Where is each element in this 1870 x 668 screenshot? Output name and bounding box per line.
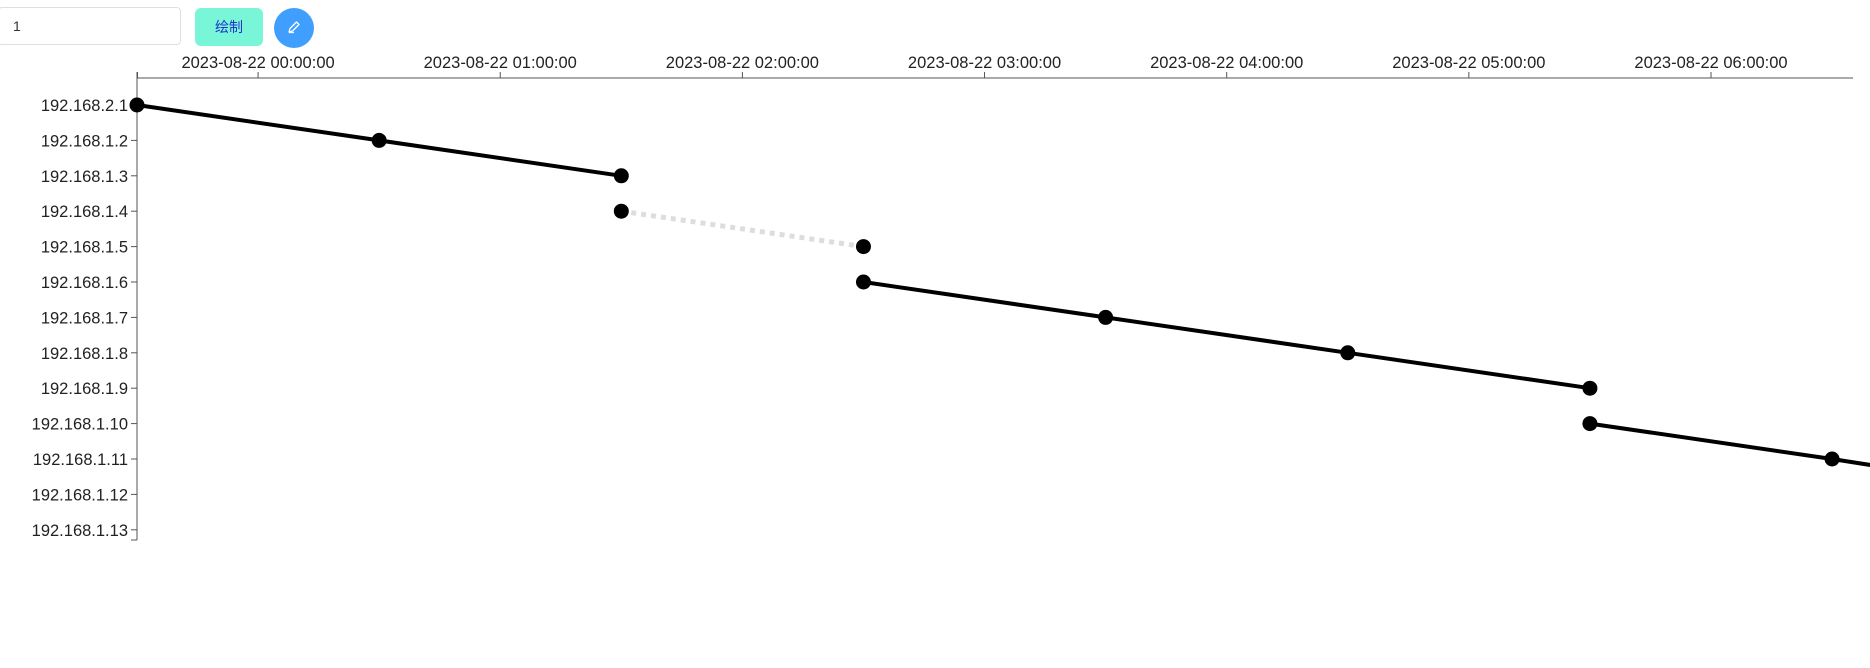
data-point[interactable] [1824, 451, 1840, 467]
series-segment [863, 280, 1591, 391]
data-point[interactable] [1098, 309, 1114, 325]
x-tick-label: 2023-08-22 01:00:00 [424, 54, 577, 72]
y-tick-label: 192.168.1.7 [41, 309, 128, 327]
edit-button[interactable] [274, 8, 314, 48]
x-tick-label: 2023-08-22 03:00:00 [908, 54, 1061, 72]
pencil-icon [287, 20, 301, 37]
x-axis: 2023-08-22 00:00:00 2023-08-22 01:00:00 20… [137, 54, 1853, 79]
data-point[interactable] [1582, 380, 1598, 396]
data-point[interactable] [613, 168, 629, 184]
x-tick-label: 2023-08-22 05:00:00 [1392, 54, 1545, 72]
y-tick-label: 192.168.1.10 [32, 416, 128, 434]
y-tick-label: 192.168.1.11 [33, 451, 128, 469]
series-segment-dotted [620, 208, 864, 250]
data-point[interactable] [855, 239, 871, 255]
y-tick-label: 192.168.1.8 [41, 345, 128, 363]
y-tick-label: 192.168.1.4 [41, 203, 128, 221]
data-point[interactable] [129, 97, 145, 113]
filter-input[interactable] [0, 7, 181, 45]
data-point[interactable] [1340, 345, 1356, 361]
y-tick-label: 192.168.1.13 [32, 522, 128, 540]
points [129, 97, 1840, 467]
y-tick-label: 192.168.1.12 [32, 486, 128, 504]
data-point[interactable] [371, 132, 387, 148]
x-tick-label: 2023-08-22 00:00:00 [181, 54, 334, 72]
x-tick-label: 2023-08-22 04:00:00 [1150, 54, 1303, 72]
draw-button[interactable]: 绘制 [195, 8, 263, 46]
data-point[interactable] [855, 274, 871, 290]
x-tick-label: 2023-08-22 02:00:00 [666, 54, 819, 72]
data-point[interactable] [613, 203, 629, 219]
y-tick-label: 192.168.1.5 [41, 239, 128, 257]
series [136, 103, 1870, 467]
y-tick-label: 192.168.1.3 [41, 168, 128, 186]
y-tick-label: 192.168.2.1 [41, 97, 128, 115]
data-point[interactable] [1582, 416, 1598, 432]
y-tick-label: 192.168.1.6 [41, 274, 128, 292]
y-axis: 192.168.2.1 192.168.1.2 192.168.1.3 192.168… [32, 72, 138, 541]
x-tick-label: 2023-08-22 06:00:00 [1634, 54, 1787, 72]
series-segment [1589, 421, 1870, 467]
y-tick-label: 192.168.1.9 [41, 380, 128, 398]
y-tick-label: 192.168.1.2 [41, 132, 128, 150]
